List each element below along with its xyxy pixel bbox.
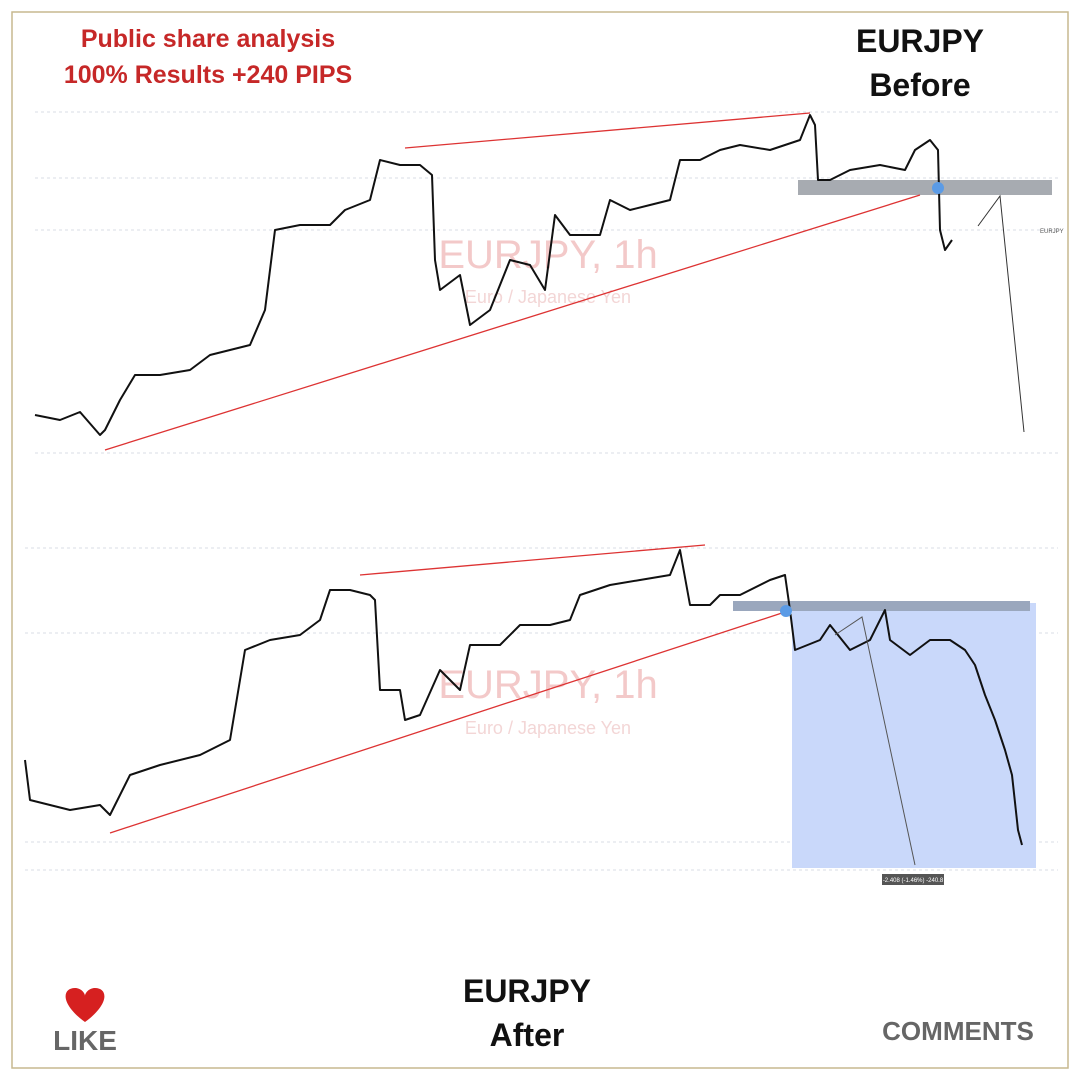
trendline xyxy=(109,611,786,834)
zone xyxy=(733,601,1030,611)
trendline xyxy=(404,112,811,149)
entry-dot xyxy=(780,605,792,617)
price-path xyxy=(34,114,953,436)
watermark-sub: Euro / Japanese Yen xyxy=(465,718,631,738)
measure-label: -2.408 (-1.46%) -240.8 xyxy=(883,878,944,884)
frame xyxy=(11,11,1069,1069)
zone xyxy=(798,180,1052,195)
like-label[interactable]: LIKE xyxy=(53,1025,117,1056)
projection-arrow xyxy=(834,616,916,866)
after-pair: EURJPY xyxy=(463,973,591,1009)
result-zone xyxy=(792,603,1036,868)
watermark: EURJPY, 1h xyxy=(438,663,657,707)
trendline xyxy=(359,544,706,576)
axis-tag: EURJPY xyxy=(1040,229,1064,235)
after-label: After xyxy=(490,1017,565,1053)
heart-icon[interactable] xyxy=(65,988,105,1022)
comments-label[interactable]: COMMENTS xyxy=(882,1016,1034,1046)
title-line1: Public share analysis xyxy=(81,25,335,53)
before-chart: EURJPY, 1h Euro / Japanese Yen EURJPY xyxy=(34,111,1064,454)
measure-box xyxy=(882,874,944,885)
title-line2: 100% Results +240 PIPS xyxy=(64,61,352,89)
after-chart: EURJPY, 1h Euro / Japanese Yen -2.408 (-… xyxy=(24,544,1058,885)
before-pair: EURJPY xyxy=(856,23,984,59)
entry-dot xyxy=(932,182,944,194)
trendline xyxy=(104,194,921,451)
watermark-sub: Euro / Japanese Yen xyxy=(465,287,631,307)
before-label: Before xyxy=(869,67,970,103)
price-path xyxy=(24,549,1023,846)
projection-arrow xyxy=(977,194,1025,433)
